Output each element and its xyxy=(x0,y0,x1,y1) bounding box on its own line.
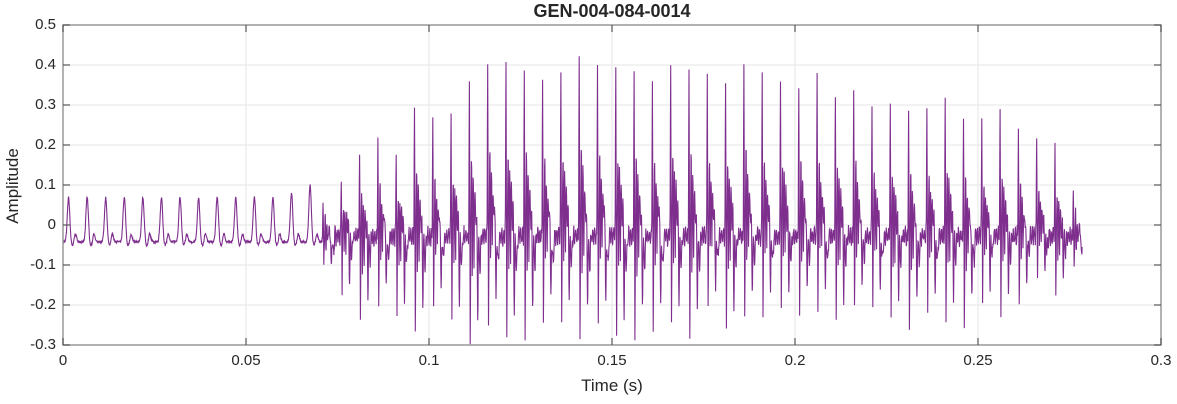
x-tick-label: 0.2 xyxy=(784,352,806,369)
tick-marks xyxy=(62,24,1162,346)
x-tick-label: 0.1 xyxy=(418,352,440,369)
y-tick-label: 0.1 xyxy=(35,176,56,193)
y-tick-label: -0.1 xyxy=(30,256,56,273)
y-tick-label: 0.4 xyxy=(35,56,56,73)
y-tick-label: 0.5 xyxy=(35,16,56,33)
x-tick-label: 0 xyxy=(58,352,68,369)
y-tick-label: 0 xyxy=(47,216,56,233)
grid-lines xyxy=(63,25,1161,345)
y-tick-label: 0.3 xyxy=(35,96,56,113)
y-tick-label: -0.3 xyxy=(30,336,56,353)
waveform-path xyxy=(62,56,1083,345)
y-tick-label: -0.2 xyxy=(30,296,56,313)
x-axis-label: Time (s) xyxy=(581,376,643,395)
x-tick-label: 0.05 xyxy=(231,352,261,369)
y-tick-label: 0.2 xyxy=(35,136,56,153)
chart-title: GEN-004-084-0014 xyxy=(533,1,691,21)
x-tick-label: 0.3 xyxy=(1150,352,1172,369)
x-tick-label: 0.15 xyxy=(597,352,627,369)
x-tick-label: 0.25 xyxy=(963,352,993,369)
